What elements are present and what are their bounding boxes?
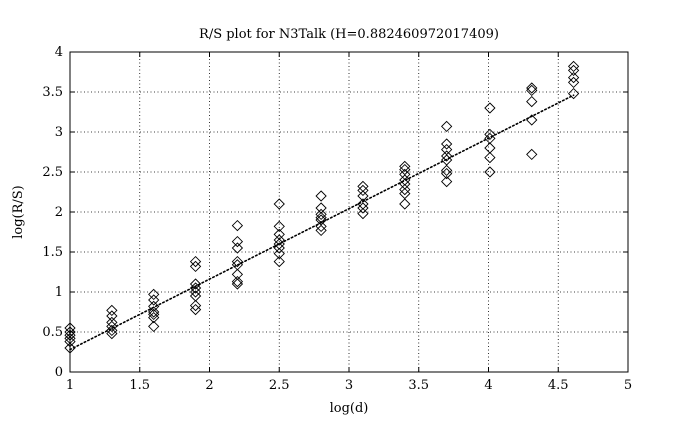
x-tick-label: 5 bbox=[624, 378, 632, 393]
data-point-diamond bbox=[189, 286, 202, 298]
data-point-diamond bbox=[441, 138, 453, 150]
data-point-diamond bbox=[484, 166, 496, 178]
data-point-diamond bbox=[484, 151, 496, 164]
data-point-diamond bbox=[231, 255, 244, 268]
data-point-diamond bbox=[273, 234, 285, 246]
data-point-diamond bbox=[273, 247, 285, 260]
data-point-diamond bbox=[315, 220, 327, 233]
data-point-diamond bbox=[441, 120, 453, 133]
data-point-diamond bbox=[399, 198, 411, 210]
data-point-diamond bbox=[106, 316, 118, 329]
y-tick-label: 2.5 bbox=[42, 165, 63, 180]
y-axis-title: log(R/S) bbox=[11, 185, 26, 239]
x-tick-label: 2.5 bbox=[269, 378, 290, 393]
data-point-diamond bbox=[399, 183, 411, 196]
data-point-diamond bbox=[106, 327, 118, 340]
data-point-diamond bbox=[148, 320, 160, 333]
x-tick-label: 3.5 bbox=[408, 378, 429, 393]
x-tick-label: 1 bbox=[66, 378, 74, 393]
y-tick-label: 1 bbox=[55, 285, 63, 300]
data-point-diamond bbox=[526, 84, 538, 97]
data-point-diamond bbox=[526, 114, 538, 126]
data-point-diamond bbox=[231, 235, 244, 248]
y-tick-label: 3 bbox=[55, 125, 63, 140]
data-point-diamond bbox=[441, 150, 453, 162]
data-point-diamond bbox=[357, 190, 369, 202]
data-point-diamond bbox=[148, 306, 160, 318]
data-point-diamond bbox=[567, 87, 580, 100]
x-tick-label: 1.5 bbox=[129, 378, 150, 393]
data-point-diamond bbox=[273, 198, 285, 210]
y-tick-label: 2 bbox=[55, 205, 63, 220]
y-tick-label: 1.5 bbox=[42, 245, 63, 260]
data-point-diamond bbox=[148, 311, 160, 324]
data-point-diamond bbox=[189, 255, 202, 268]
data-point-diamond bbox=[189, 278, 202, 290]
data-point-diamond bbox=[106, 304, 118, 317]
data-point-diamond bbox=[357, 202, 369, 214]
data-point-diamond bbox=[484, 128, 496, 141]
data-point-diamond bbox=[189, 299, 202, 312]
data-point-diamond bbox=[315, 224, 327, 237]
data-point-diamond bbox=[567, 71, 580, 84]
data-point-diamond bbox=[567, 60, 580, 73]
data-point-diamond bbox=[273, 242, 285, 254]
data-point-diamond bbox=[357, 184, 369, 197]
data-point-diamond bbox=[399, 160, 411, 173]
data-point-diamond bbox=[484, 102, 496, 114]
data-point-diamond bbox=[526, 82, 538, 94]
data-point-diamond bbox=[567, 64, 580, 77]
data-point-diamond bbox=[567, 76, 580, 89]
data-point-diamond bbox=[441, 167, 453, 180]
data-point-diamond bbox=[148, 300, 160, 313]
data-point-diamond bbox=[148, 308, 160, 321]
data-point-diamond bbox=[189, 260, 202, 273]
data-point-diamond bbox=[526, 148, 538, 161]
grid bbox=[70, 52, 628, 372]
data-point-diamond bbox=[315, 211, 327, 224]
data-point-diamond bbox=[441, 175, 453, 188]
x-tick-label: 2 bbox=[205, 378, 213, 393]
y-tick-label: 4 bbox=[55, 45, 63, 60]
data-point-diamond bbox=[441, 164, 453, 177]
y-tick-label: 0 bbox=[55, 365, 63, 380]
data-point-diamond bbox=[315, 190, 327, 202]
y-tick-label: 3.5 bbox=[42, 85, 63, 100]
data-point-diamond bbox=[273, 220, 285, 233]
x-tick-label: 3 bbox=[345, 378, 353, 393]
y-tick-label: 0.5 bbox=[42, 325, 63, 340]
data-point-diamond bbox=[231, 275, 244, 288]
x-axis-title: log(d) bbox=[330, 401, 369, 416]
data-point-diamond bbox=[106, 324, 118, 337]
data-point-diamond bbox=[231, 278, 244, 290]
data-point-diamond bbox=[273, 255, 285, 268]
chart-title: R/S plot for N3Talk (H=0.882460972017409… bbox=[199, 27, 499, 42]
data-point-diamond bbox=[148, 288, 160, 301]
data-point-diamond bbox=[357, 207, 369, 220]
x-tick-label: 4.5 bbox=[548, 378, 569, 393]
data-point-diamond bbox=[231, 242, 244, 254]
axis-ticks: 1 1.5 2 2.5 3 3.5 4 4.5 5 0 0.5 1 1.5 2 2.5 3 3.5 4 bbox=[42, 45, 632, 393]
x-tick-label: 4 bbox=[484, 378, 492, 393]
data-point-diamond bbox=[189, 303, 202, 316]
data-point-diamond bbox=[148, 294, 160, 306]
data-point-diamond bbox=[526, 95, 538, 108]
data-point-diamond bbox=[106, 320, 118, 333]
data-point-diamond bbox=[315, 208, 327, 221]
data-point-diamond bbox=[231, 219, 244, 232]
data-point-diamond bbox=[189, 282, 202, 294]
